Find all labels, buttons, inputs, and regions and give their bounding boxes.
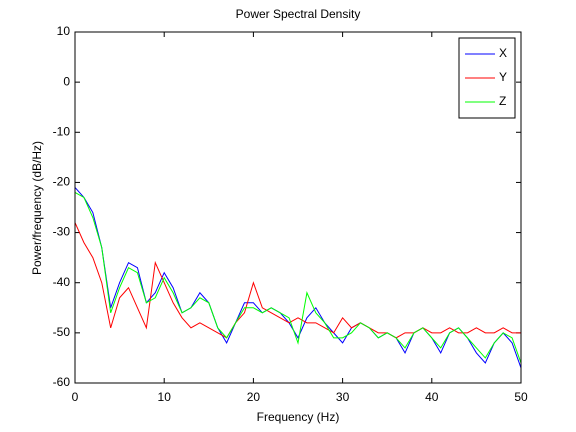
- x-tick-label: 40: [425, 390, 439, 404]
- x-axis-label: Frequency (Hz): [257, 410, 340, 424]
- y-tick-label: 0: [63, 74, 70, 88]
- y-tick-label: -30: [53, 225, 71, 239]
- y-axis-label: Power/frequency (dB/Hz): [30, 141, 44, 275]
- x-tick-label: 30: [336, 390, 350, 404]
- legend-label: X: [499, 46, 507, 60]
- chart-title: Power Spectral Density: [236, 7, 361, 21]
- x-tick-label: 20: [247, 390, 261, 404]
- y-tick-label: -20: [53, 175, 71, 189]
- y-tick-label: 10: [57, 24, 71, 38]
- x-tick-label: 0: [72, 390, 79, 404]
- x-tick-label: 10: [158, 390, 172, 404]
- plot-frame: [74, 31, 522, 384]
- y-tick-label: -40: [53, 275, 71, 289]
- y-tick-label: -10: [53, 124, 71, 138]
- series-line: [74, 222, 521, 339]
- legend-label: Y: [499, 70, 507, 84]
- y-tick-label: -50: [53, 325, 71, 339]
- series-line: [74, 187, 522, 369]
- y-tick-label: -60: [53, 375, 71, 389]
- legend-label: Z: [499, 94, 506, 108]
- x-tick-label: 50: [514, 390, 528, 404]
- series-line: [74, 192, 522, 364]
